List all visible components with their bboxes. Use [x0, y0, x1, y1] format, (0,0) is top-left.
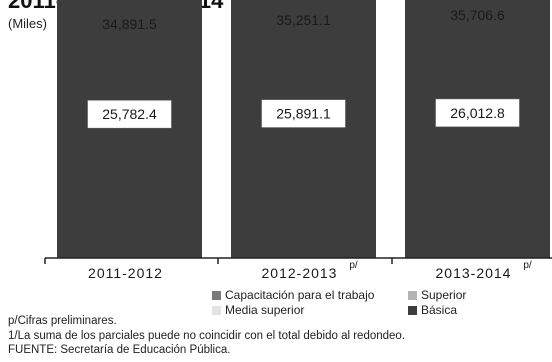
- legend-item-capacitacion: Capacitación para el trabajo: [212, 288, 408, 302]
- legend-label-basica: Básica: [421, 303, 458, 317]
- total-label-2012-2013: 35,251.1: [276, 12, 331, 28]
- note-rounding: 1/La suma de los parciales puede no coin…: [8, 329, 406, 342]
- legend-label-superior: Superior: [421, 288, 467, 302]
- note-source: FUENTE: Secretaría de Educación Pública.: [8, 344, 231, 356]
- value-box-2011-2012: [87, 99, 172, 129]
- legend-item-basica: Básica: [408, 303, 518, 317]
- chart-units: (Miles): [8, 16, 47, 31]
- x-tick-label-2013-2014: 2013-2014: [436, 265, 512, 281]
- data-label-2012-2013-basica: 25,891.1: [276, 106, 331, 122]
- data-label-2013-2014-basica: 26,012.8: [450, 105, 505, 121]
- bar-2011-2012-basica: [57, 0, 202, 259]
- chart-notes: p/Cifras preliminares. 1/La suma de los …: [8, 314, 405, 358]
- legend-swatch-basica: [408, 305, 417, 315]
- value-box-2012-2013: [261, 99, 346, 128]
- bar-2013-2014-basica: [405, 0, 550, 259]
- legend-label-media-superior: Media superior: [225, 303, 305, 317]
- x-tick-superscript-2013-2014: p/: [523, 260, 532, 271]
- legend-swatch-media-superior: [212, 305, 221, 315]
- legend-item-media-superior: Media superior: [212, 303, 408, 317]
- legend-item-superior: Superior: [408, 288, 518, 302]
- data-label-2011-2012-basica: 25,782.4: [102, 106, 157, 122]
- legend-swatch-superior: [408, 290, 417, 300]
- chart-legend: Capacitación para el trabajo Superior Me…: [212, 288, 518, 317]
- bar-2012-2013-basica: [231, 0, 376, 259]
- x-tick-label-2012-2013: 2012-2013: [262, 265, 338, 281]
- total-label-2011-2012: 34,891.5: [102, 16, 157, 32]
- x-tick-superscript-2012-2013: p/: [349, 260, 358, 271]
- legend-swatch-capacitacion: [212, 290, 221, 300]
- note-preliminary: p/Cifras preliminares.: [8, 315, 117, 327]
- value-box-2013-2014: [435, 98, 520, 128]
- x-tick-label-2011-2012: 2011-2012: [88, 265, 163, 281]
- stacked-bar-chart: 25,782.44,333.63 161.21,614.334,891.5201…: [44, 0, 552, 281]
- legend-label-capacitacion: Capacitación para el trabajo: [225, 288, 375, 302]
- total-label-2013-2014: 35,706.6: [450, 7, 505, 23]
